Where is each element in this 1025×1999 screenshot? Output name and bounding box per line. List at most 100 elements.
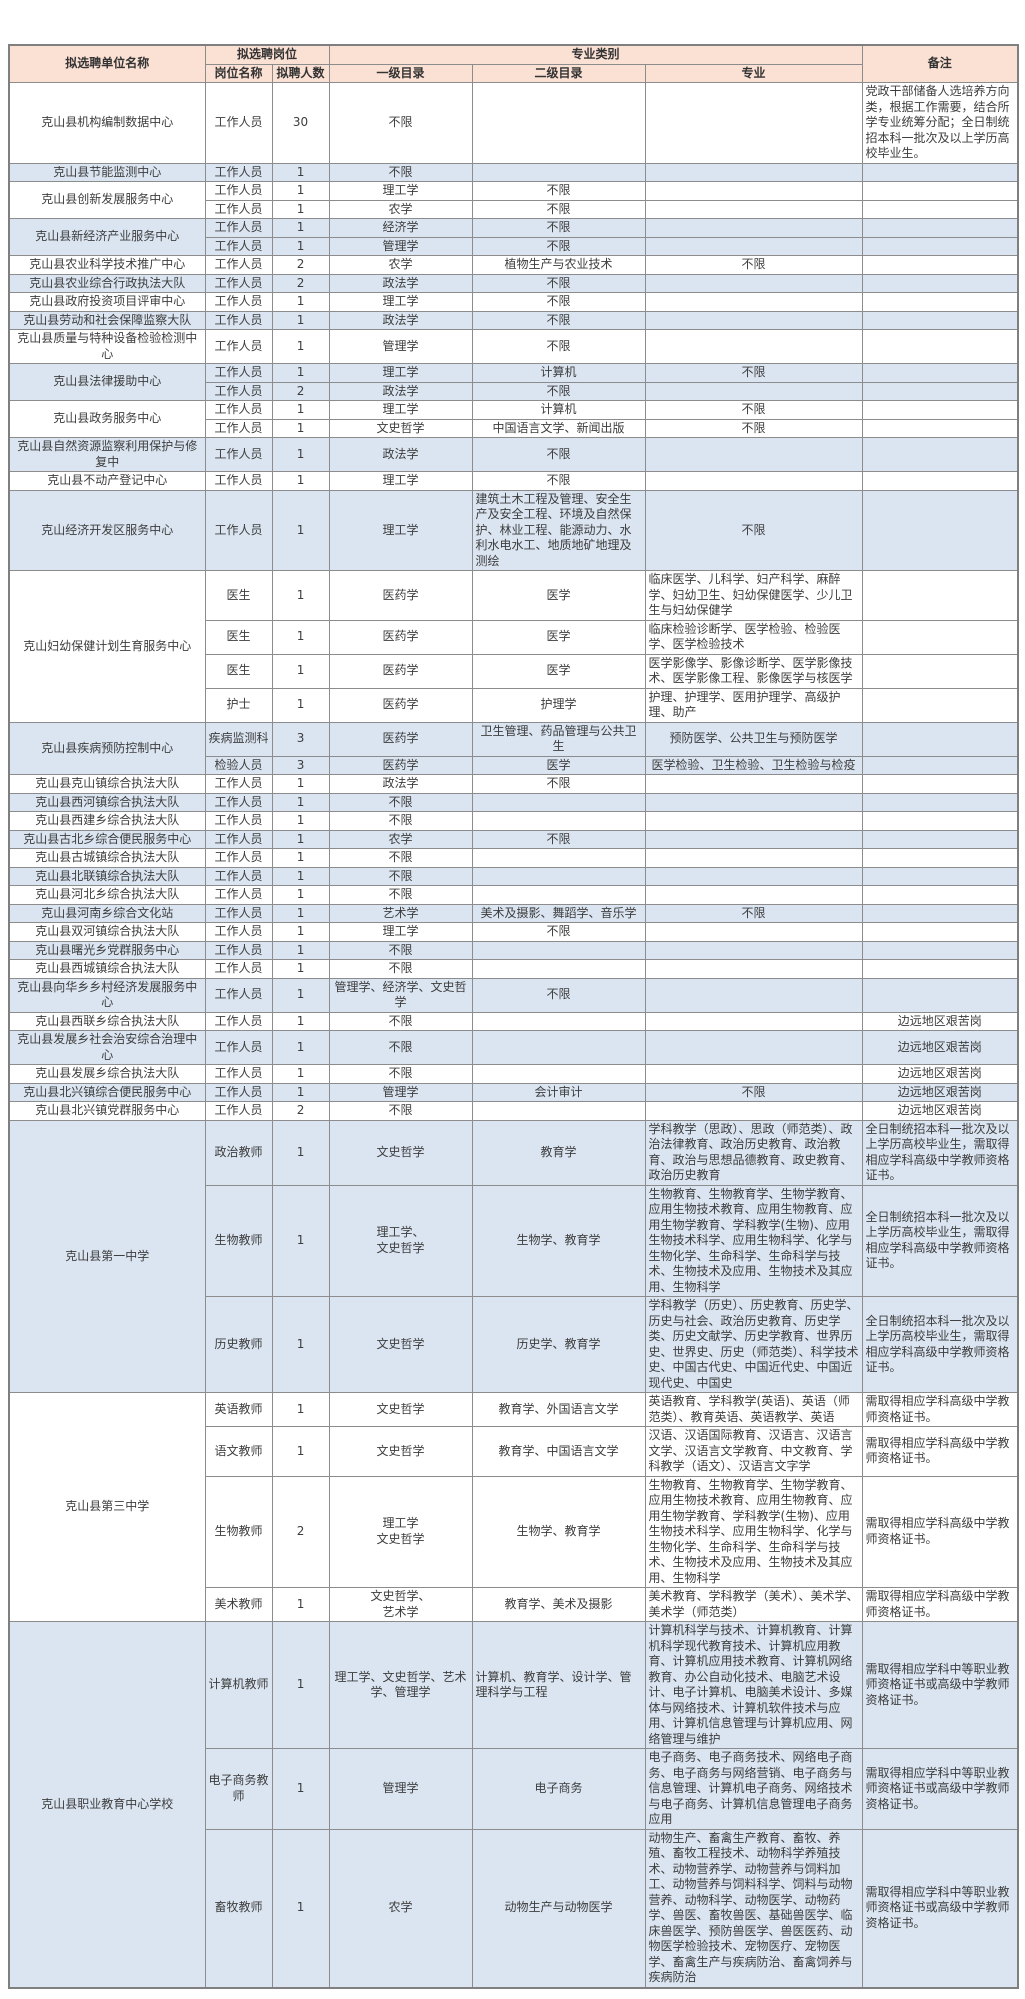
major-cell: 不限 — [644, 363, 863, 383]
table-row: 医生 1 医药学 医学 临床检验诊断学、医学检验、检验医学、医学检验技术 — [9, 619, 1019, 655]
position-name-cell: 工作人员 — [204, 218, 273, 238]
remark-cell: 党政干部储备人选培养方向类，根据工作需要，结合所学专业统筹分配；全日制统招本科一… — [861, 82, 1019, 164]
header-level1-catalog: 一级目录 — [328, 63, 473, 83]
major-cell — [644, 1064, 863, 1084]
major-cell — [644, 885, 863, 905]
hire-count-cell: 2 — [271, 1101, 330, 1121]
level1-catalog-cell: 不限 — [328, 162, 473, 182]
position-name-cell: 工作人员 — [204, 162, 273, 182]
major-cell: 电子商务、电子商务技术、网络电子商务、电子商务与网络营销、电子商务与信息管理、计… — [644, 1748, 863, 1830]
table-row: 克山县劳动和社会保障监察大队 工作人员 1 政法学 不限 — [8, 310, 1019, 330]
position-name-cell: 历史教师 — [204, 1296, 273, 1393]
major-cell: 计算机科学与技术、计算机教育、计算机科学现代教育技术、计算机应用教育、计算机应用… — [644, 1621, 863, 1749]
table-row: 克山妇幼保健计划生育服务中心 医生 1 医药学 医学 临床医学、儿科学、妇产科学、麻醉学、… — [8, 570, 1019, 723]
unit-name-cell: 克山县西城镇综合执法大队 — [8, 959, 206, 979]
position-name-cell: 工作人员 — [204, 400, 273, 420]
level1-catalog-cell: 管理学 — [328, 1082, 473, 1102]
level2-catalog-cell: 不限 — [471, 218, 646, 238]
unit-name-cell: 克山县政务服务中心 — [8, 400, 206, 438]
level1-catalog-cell: 医药学 — [328, 619, 473, 655]
level1-catalog-cell: 理工学、文史哲学、艺术学、管理学 — [328, 1621, 473, 1749]
hire-count-cell: 1 — [271, 1064, 330, 1084]
level1-catalog-cell: 管理学、经济学、文史哲学 — [328, 977, 473, 1013]
table-row: 克山县疾病预防控制中心 疾病监测科 3 医药学 卫生管理、药品管理与公共卫生 预防医学、公… — [8, 721, 1019, 775]
level2-catalog-cell: 教育学、外国语言文学 — [471, 1392, 646, 1427]
major-cell — [644, 940, 863, 960]
hire-count-cell: 1 — [271, 199, 330, 219]
unit-name-cell: 克山县第一中学 — [8, 1119, 206, 1393]
remark-cell — [861, 471, 1019, 491]
hire-count-cell: 1 — [271, 1828, 330, 1988]
header-major-category-group: 专业类别 — [328, 44, 863, 65]
table-row: 克山经济开发区服务中心 工作人员 1 理工学 建筑土木工程及管理、安全生产及安全工程、环… — [8, 489, 1019, 571]
level2-catalog-cell: 不限 — [471, 292, 646, 312]
major-cell — [644, 922, 863, 942]
level1-catalog-cell: 理工学 — [328, 400, 473, 420]
hire-count-cell: 1 — [271, 181, 330, 201]
hire-count-cell: 1 — [271, 1621, 330, 1749]
unit-name-cell: 克山县新经济产业服务中心 — [8, 218, 206, 256]
level1-catalog-cell: 医药学 — [328, 653, 473, 689]
level1-catalog-cell: 不限 — [328, 1030, 473, 1065]
level2-catalog-cell — [471, 1101, 646, 1121]
remark-cell — [861, 162, 1019, 182]
major-cell: 医学影像学、影像诊断学、医学影像技术、医学影像工程、影像医学与核医学 — [644, 653, 863, 689]
position-name-cell: 工作人员 — [204, 489, 273, 571]
position-name-cell: 工作人员 — [204, 848, 273, 868]
table-row: 克山县政府投资项目评审中心 工作人员 1 理工学 不限 — [8, 292, 1019, 312]
level1-catalog-cell: 政法学 — [328, 774, 473, 794]
position-name-cell: 工作人员 — [204, 437, 273, 472]
table-row: 克山县河南乡综合文化站 工作人员 1 艺术学 美术及摄影、舞蹈学、音乐学 不限 — [8, 903, 1019, 923]
hire-count-cell: 30 — [271, 82, 330, 164]
table-row: 克山县农业科学技术推广中心 工作人员 2 农学 植物生产与农业技术 不限 — [8, 255, 1019, 275]
level1-catalog-cell: 不限 — [328, 811, 473, 831]
unit-name-cell: 克山经济开发区服务中心 — [8, 489, 206, 571]
position-name-cell: 工作人员 — [204, 255, 273, 275]
table-row: 医生 1 医药学 医学 医学影像学、影像诊断学、医学影像技术、医学影像工程、影像医学与核… — [9, 653, 1019, 689]
remark-cell — [861, 310, 1019, 330]
level1-catalog-cell: 不限 — [328, 848, 473, 868]
position-name-cell: 医生 — [204, 619, 273, 655]
major-cell — [644, 181, 863, 201]
level1-catalog-cell: 政法学 — [328, 381, 473, 401]
table-row: 检验人员 3 医药学 医学 医学检验、卫生检验、卫生检验与检疫 — [9, 755, 1019, 775]
table-row: 克山县北兴镇综合便民服务中心 工作人员 1 管理学 会计审计 不限 边远地区艰苦岗 — [8, 1082, 1019, 1102]
level2-catalog-cell: 不限 — [471, 829, 646, 849]
major-cell — [644, 977, 863, 1013]
position-name-cell: 生物教师 — [204, 1184, 273, 1297]
level2-catalog-cell: 不限 — [471, 329, 646, 364]
unit-name-cell: 克山县北兴镇党群服务中心 — [8, 1101, 206, 1121]
level2-catalog-cell: 医学 — [471, 619, 646, 655]
remark-cell — [861, 687, 1019, 723]
remark-cell — [861, 922, 1019, 942]
unit-name-cell: 克山县质量与特种设备检验检测中心 — [8, 329, 206, 364]
table-row: 克山县发展乡社会治安综合治理中心 工作人员 1 不限 边远地区艰苦岗 — [8, 1030, 1019, 1065]
level2-catalog-cell — [471, 162, 646, 182]
level1-catalog-cell: 理工学 — [328, 292, 473, 312]
major-cell — [644, 292, 863, 312]
remark-cell — [861, 381, 1019, 401]
position-name-cell: 工作人员 — [204, 471, 273, 491]
remark-cell — [861, 619, 1019, 655]
level2-catalog-cell — [471, 792, 646, 812]
table-row: 克山县发展乡综合执法大队 工作人员 1 不限 边远地区艰苦岗 — [8, 1064, 1019, 1084]
table-row: 克山县机构编制数据中心 工作人员 30 不限 党政干部储备人选培养方向类，根据工作需要，… — [8, 82, 1019, 164]
level2-catalog-cell: 不限 — [471, 381, 646, 401]
major-cell: 不限 — [644, 489, 863, 571]
level2-catalog-cell: 教育学、美术及摄影 — [471, 1587, 646, 1622]
major-cell — [644, 829, 863, 849]
major-cell — [644, 82, 863, 164]
position-name-cell: 工作人员 — [204, 1082, 273, 1102]
hire-count-cell: 1 — [271, 418, 330, 438]
remark-cell — [861, 848, 1019, 868]
header-remark: 备注 — [861, 44, 1019, 83]
position-name-cell: 检验人员 — [204, 755, 273, 775]
level1-catalog-cell: 理工学 — [328, 181, 473, 201]
table-row: 克山县第三中学 英语教师 1 文史哲学 教育学、外国语言文学 英语教育、学科教学(英语)、… — [8, 1392, 1019, 1622]
level1-catalog-cell: 不限 — [328, 866, 473, 886]
position-name-cell: 工作人员 — [204, 310, 273, 330]
position-name-cell: 工作人员 — [204, 940, 273, 960]
hire-count-cell: 3 — [271, 755, 330, 775]
unit-name-cell: 克山县河南乡综合文化站 — [8, 903, 206, 923]
major-cell: 动物生产、畜禽生产教育、畜牧、养殖、畜牧工程技术、动物科学养殖技术、动物营养学、… — [644, 1828, 863, 1988]
